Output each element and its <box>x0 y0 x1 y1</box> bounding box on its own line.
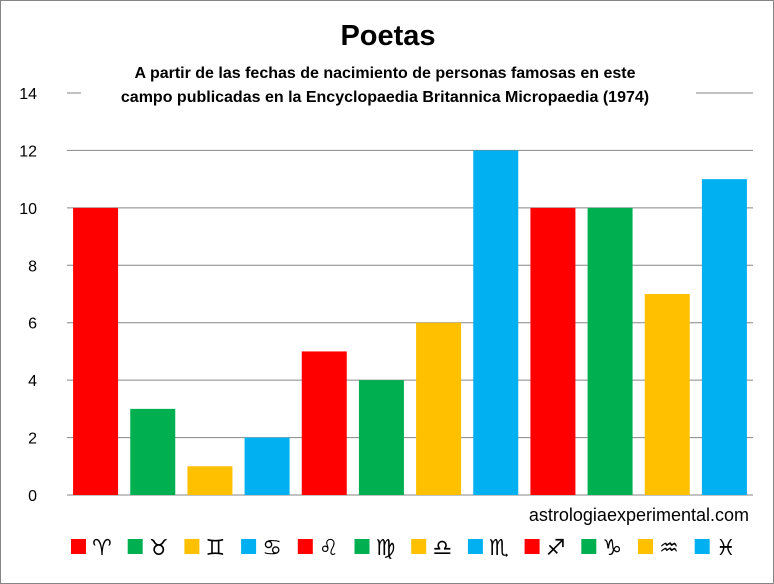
cancer-icon: ♋︎ <box>262 536 282 561</box>
chart-subtitle-line-1: A partir de las fechas de nacimiento de … <box>135 65 636 82</box>
y-tick-label: 10 <box>19 201 37 218</box>
legend-swatch <box>354 539 370 554</box>
sagittarius-icon: ♐︎ <box>546 536 566 561</box>
legend-swatch <box>467 539 483 554</box>
y-axis-ticks: 0 2 4 6 8 10 12 14 <box>19 86 37 505</box>
bar-aquarius <box>644 294 690 495</box>
chart-subtitle-line-2: campo publicadas en la Encyclopaedia Bri… <box>121 89 649 106</box>
legend-swatch <box>241 539 257 554</box>
aries-icon: ♈︎ <box>92 536 112 561</box>
capricorn-icon: ♑︎ <box>602 536 622 561</box>
virgo-icon: ♍︎ <box>376 536 396 561</box>
legend-swatch <box>694 539 710 554</box>
bar-sagittarius <box>530 207 576 495</box>
y-tick-label: 2 <box>28 431 37 448</box>
bar-pisces <box>701 179 747 495</box>
bar-gemini <box>187 466 233 495</box>
libra-icon: ♎︎ <box>432 536 452 561</box>
legend: ♈︎ ♉︎ ♊︎ ♋︎ ♌︎ ♍︎ ♎︎ ♏︎ ♐︎ ♑︎ ♒︎ ♓︎ <box>71 536 736 561</box>
y-tick-label: 14 <box>19 86 37 103</box>
legend-swatch <box>411 539 427 554</box>
legend-swatch <box>524 539 540 554</box>
legend-swatch <box>581 539 597 554</box>
y-tick-label: 8 <box>28 258 37 275</box>
pisces-icon: ♓︎ <box>716 536 736 561</box>
bar-cancer <box>244 437 290 495</box>
legend-swatch <box>71 539 86 554</box>
y-tick-label: 0 <box>28 488 37 505</box>
gemini-icon: ♊︎ <box>206 536 226 561</box>
bar-capricorn <box>587 207 633 495</box>
legend-swatch <box>127 539 143 554</box>
gridlines <box>67 92 753 496</box>
aquarius-icon: ♒︎ <box>659 536 679 561</box>
bar-leo <box>301 351 347 495</box>
bar-virgo <box>358 380 404 495</box>
scorpio-icon: ♏︎ <box>489 536 509 561</box>
bar-taurus <box>130 408 176 495</box>
bar-libra <box>416 322 462 495</box>
subtitle-background <box>81 61 696 109</box>
bar-scorpio <box>473 150 519 495</box>
chart-title: Poetas <box>340 20 435 52</box>
y-tick-label: 12 <box>19 143 37 160</box>
taurus-icon: ♉︎ <box>149 536 169 561</box>
leo-icon: ♌︎ <box>319 536 339 561</box>
watermark: astrologiaexperimental.com <box>529 505 749 525</box>
y-tick-label: 4 <box>28 373 37 390</box>
legend-swatch <box>638 539 653 554</box>
bars <box>73 150 747 495</box>
y-tick-label: 6 <box>28 316 37 333</box>
legend-swatch <box>297 539 313 554</box>
bar-aries <box>73 207 119 495</box>
legend-swatch <box>184 539 200 554</box>
